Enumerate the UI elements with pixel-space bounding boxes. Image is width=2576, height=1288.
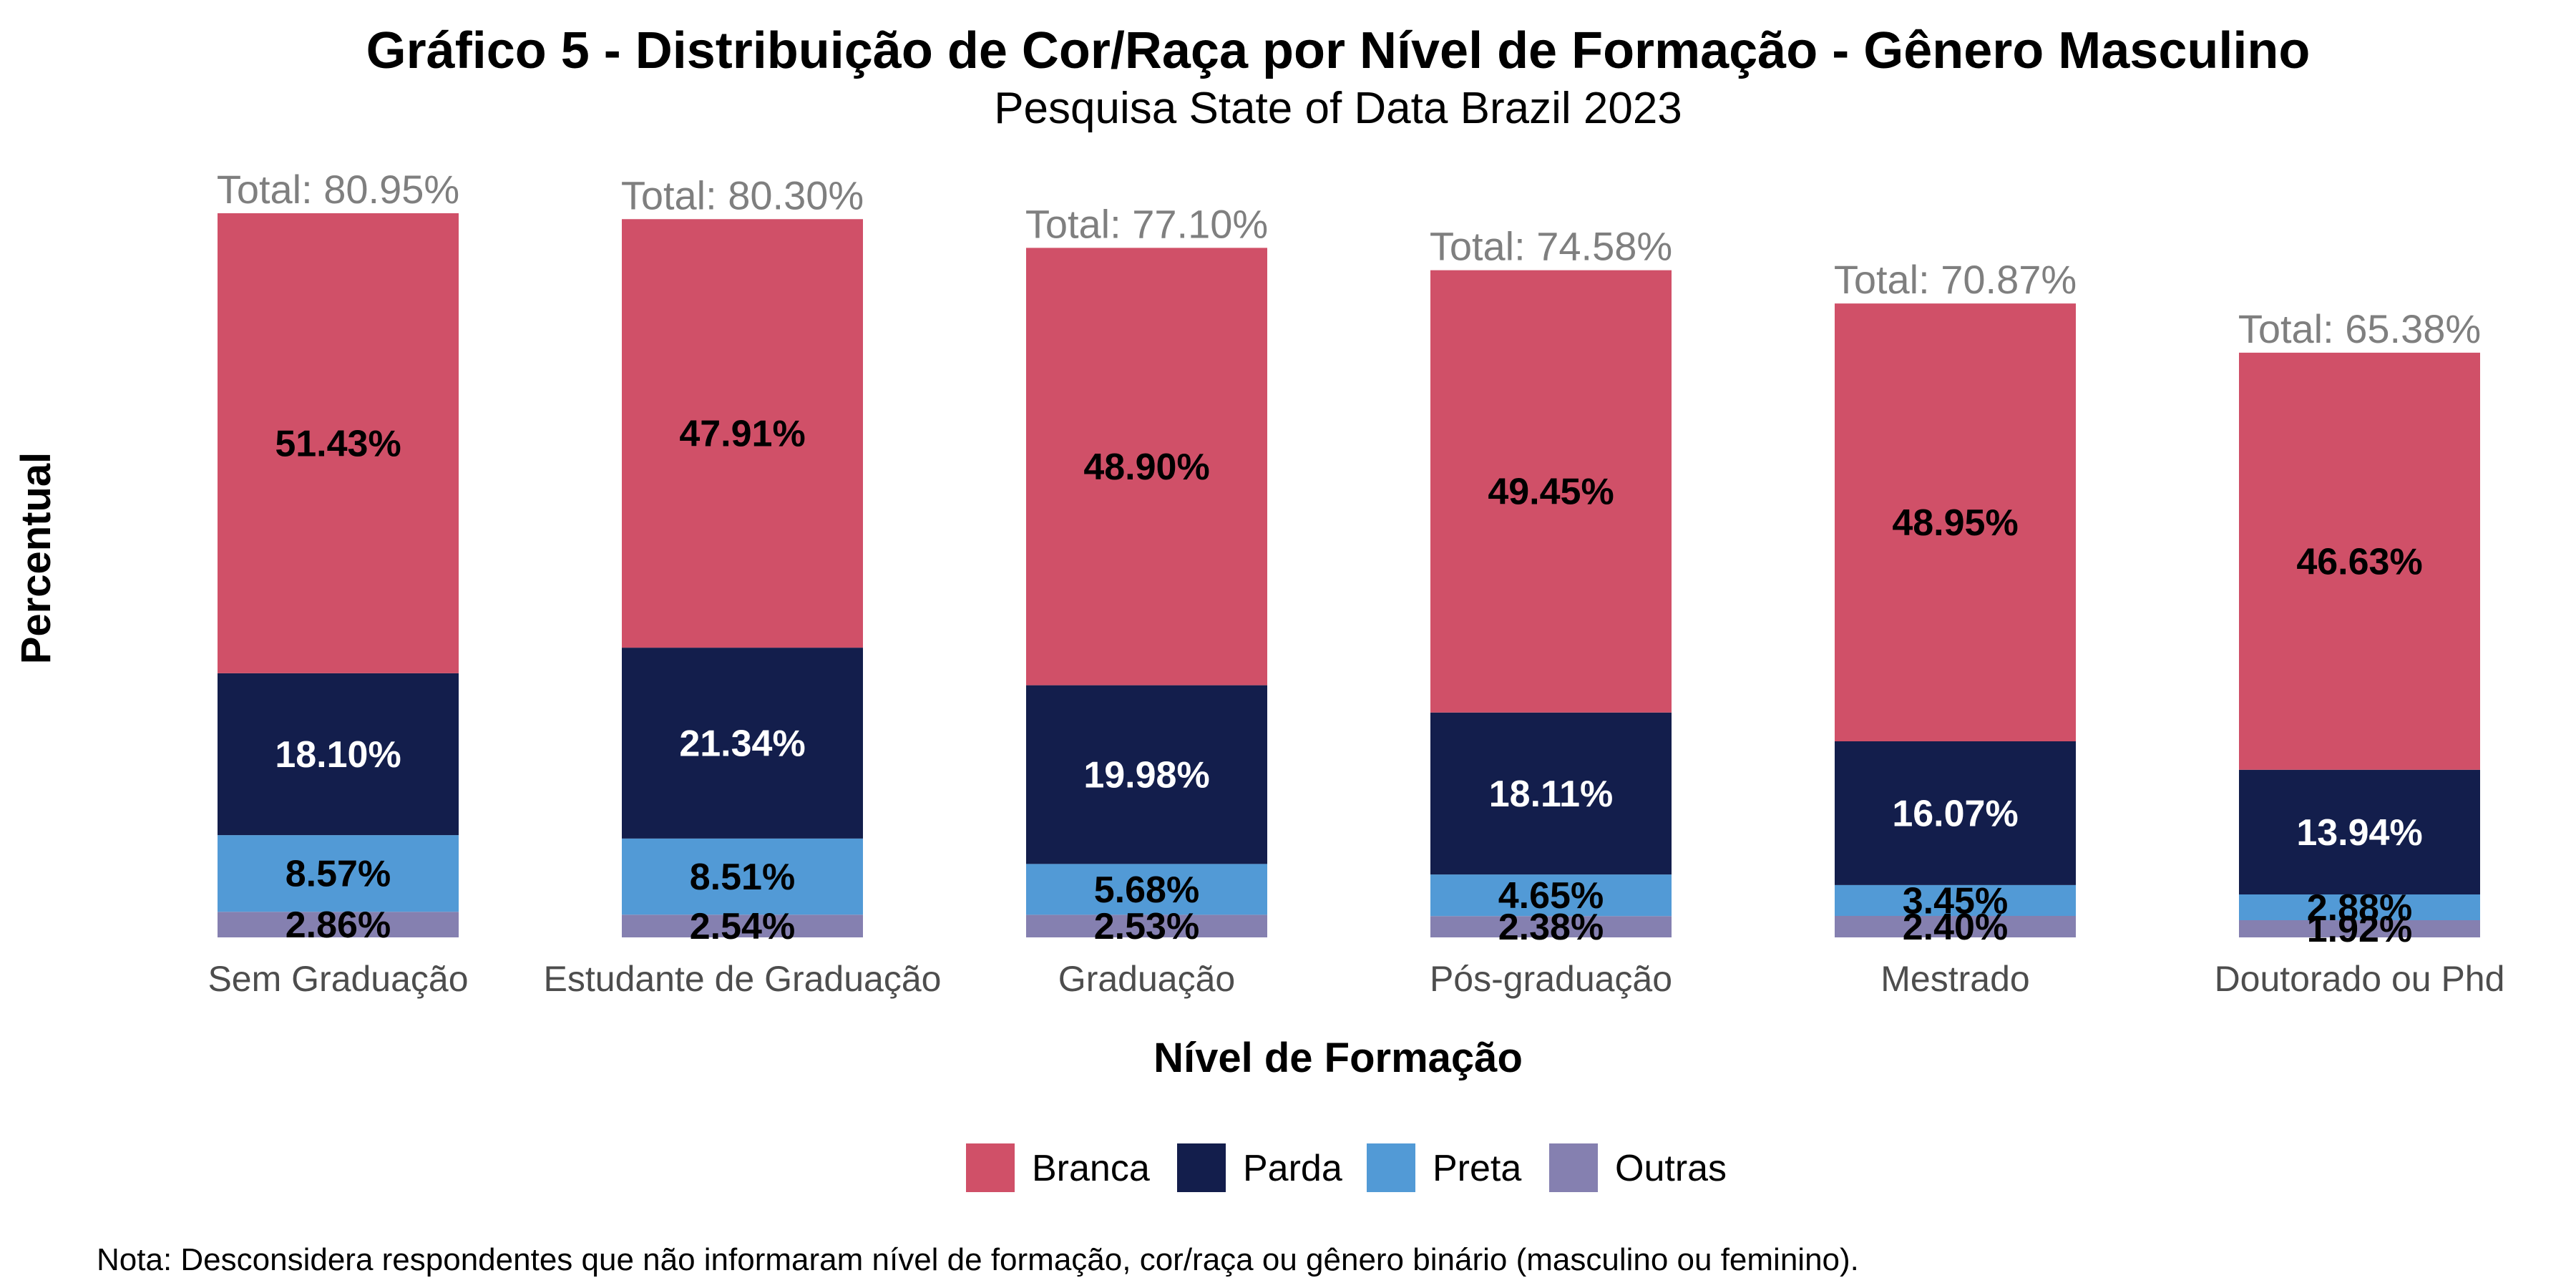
x-tick-label-graduacao: Graduação <box>1058 959 1235 999</box>
data-label-branca-doutorado-ou-phd: 46.63% <box>2296 541 2422 582</box>
bar-segment-parda-sem-graduacao <box>218 673 459 836</box>
labels-layer: 2.86% 8.57% 18.10% 51.43% Total: 80.95% Sem G… <box>208 167 2504 999</box>
data-label-preta-graduacao: 5.68% <box>1094 869 1199 911</box>
data-label-branca-pos-graduacao: 49.45% <box>1488 472 1614 513</box>
data-label-preta-sem-graduacao: 8.57% <box>286 854 391 895</box>
bar-segment-outras-sem-graduacao <box>218 912 459 937</box>
chart-title: Gráfico 5 - Distribuição de Cor/Raça por… <box>366 22 2311 79</box>
bar-segment-preta-doutorado-ou-phd <box>2239 894 2480 920</box>
bar-segment-branca-graduacao <box>1026 248 1267 686</box>
bar-segment-outras-pos-graduacao <box>1430 916 1672 937</box>
total-label-graduacao: Total: 77.10% <box>1025 201 1268 246</box>
bar-segment-outras-estudante-de-graduacao <box>622 914 863 937</box>
data-label-branca-mestrado: 48.95% <box>1892 502 2018 544</box>
total-label-doutorado-ou-phd: Total: 65.38% <box>2238 306 2481 351</box>
data-label-parda-doutorado-ou-phd: 13.94% <box>2296 812 2422 854</box>
total-label-sem-graduacao: Total: 80.95% <box>217 167 459 212</box>
bar-segment-outras-graduacao <box>1026 914 1267 937</box>
legend-swatch-preta <box>1367 1143 1415 1192</box>
bar-segment-branca-estudante-de-graduacao <box>622 219 863 648</box>
data-label-branca-estudante-de-graduacao: 47.91% <box>679 414 805 455</box>
x-axis-title: Nível de Formação <box>1153 1035 1523 1081</box>
legend-swatch-branca <box>966 1143 1015 1192</box>
y-axis-title: Percentual <box>13 452 59 665</box>
data-label-preta-estudante-de-graduacao: 8.51% <box>690 857 795 898</box>
legend-label-branca: Branca <box>1032 1148 1150 1189</box>
data-label-outras-mestrado: 2.40% <box>1903 907 2008 948</box>
data-label-parda-estudante-de-graduacao: 21.34% <box>679 723 805 765</box>
total-label-mestrado: Total: 70.87% <box>1834 257 2077 302</box>
data-label-branca-graduacao: 48.90% <box>1083 447 1209 488</box>
data-label-outras-pos-graduacao: 2.38% <box>1498 907 1604 948</box>
bar-segment-preta-mestrado <box>1835 884 2076 916</box>
x-tick-label-sem-graduacao: Sem Graduação <box>208 959 468 999</box>
legend-label-outras: Outras <box>1615 1148 1727 1189</box>
bar-segment-outras-doutorado-ou-phd <box>2239 920 2480 937</box>
data-label-outras-estudante-de-graduacao: 2.54% <box>690 906 795 947</box>
data-label-outras-sem-graduacao: 2.86% <box>286 904 391 946</box>
data-label-parda-graduacao: 19.98% <box>1083 755 1209 796</box>
bar-segment-parda-estudante-de-graduacao <box>622 648 863 839</box>
data-label-outras-graduacao: 2.53% <box>1094 906 1199 947</box>
data-label-parda-pos-graduacao: 18.11% <box>1489 774 1614 815</box>
data-label-parda-mestrado: 16.07% <box>1892 793 2018 834</box>
data-label-preta-doutorado-ou-phd: 2.88% <box>2307 887 2412 929</box>
bar-segment-preta-estudante-de-graduacao <box>622 838 863 915</box>
data-label-preta-pos-graduacao: 4.65% <box>1498 875 1604 917</box>
bars-layer <box>218 213 2480 937</box>
bar-segment-parda-doutorado-ou-phd <box>2239 769 2480 894</box>
legend-swatch-parda <box>1177 1143 1226 1192</box>
total-label-estudante-de-graduacao: Total: 80.30% <box>621 172 864 218</box>
bar-segment-parda-graduacao <box>1026 685 1267 864</box>
legend-swatch-outras <box>1549 1143 1598 1192</box>
total-label-pos-graduacao: Total: 74.58% <box>1430 224 1672 269</box>
bar-segment-branca-doutorado-ou-phd <box>2239 352 2480 770</box>
legend-label-preta: Preta <box>1433 1148 1521 1189</box>
bar-segment-preta-sem-graduacao <box>218 835 459 912</box>
bar-segment-branca-mestrado <box>1835 303 2076 741</box>
bar-segment-parda-pos-graduacao <box>1430 712 1672 875</box>
data-label-branca-sem-graduacao: 51.43% <box>275 423 401 464</box>
data-label-outras-doutorado-ou-phd: 1.92% <box>2307 909 2412 950</box>
x-tick-label-estudante-de-graduacao: Estudante de Graduação <box>544 959 942 999</box>
footnote: Nota: Desconsidera respondentes que não … <box>97 1242 1859 1277</box>
data-label-parda-sem-graduacao: 18.10% <box>275 734 401 776</box>
bar-segment-preta-graduacao <box>1026 864 1267 915</box>
bar-segment-preta-pos-graduacao <box>1430 874 1672 917</box>
data-label-preta-mestrado: 3.45% <box>1903 880 2008 922</box>
x-tick-label-pos-graduacao: Pós-graduação <box>1430 959 1672 999</box>
bar-segment-parda-mestrado <box>1835 741 2076 885</box>
chart-subtitle: Pesquisa State of Data Brazil 2023 <box>994 84 1682 133</box>
legend-label-parda: Parda <box>1243 1148 1342 1189</box>
legend: Branca Parda Preta Outras <box>966 1143 1727 1192</box>
bar-segment-branca-pos-graduacao <box>1430 270 1672 713</box>
x-tick-label-doutorado-ou-phd: Doutorado ou Phd <box>2215 959 2505 999</box>
bar-segment-branca-sem-graduacao <box>218 213 459 673</box>
x-tick-label-mestrado: Mestrado <box>1880 959 2029 999</box>
bar-segment-outras-mestrado <box>1835 916 2076 937</box>
